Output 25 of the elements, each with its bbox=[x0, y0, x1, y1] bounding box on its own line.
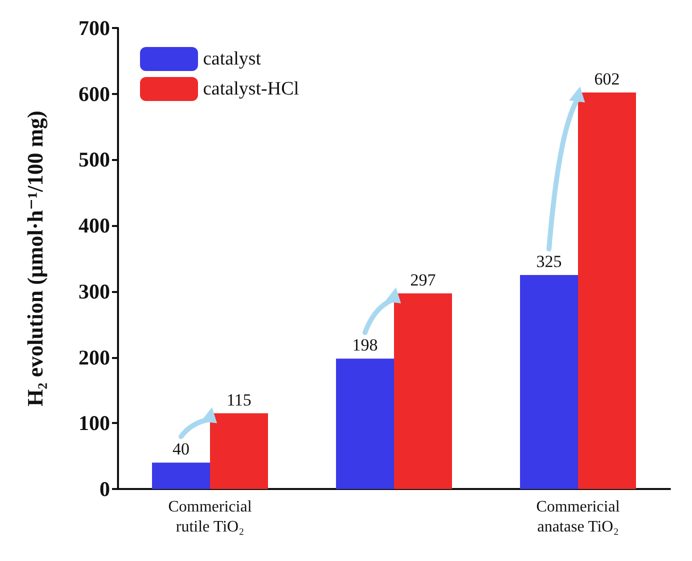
y-tick-label: 200 bbox=[78, 345, 110, 370]
y-tick-label: 300 bbox=[78, 279, 110, 304]
data-label: 297 bbox=[410, 270, 436, 290]
bar bbox=[336, 358, 394, 489]
x-tick-label: Commericial anatase TiO₂ bbox=[536, 498, 620, 536]
x-tick-label: Commericial rutile TiO₂ bbox=[168, 498, 252, 536]
bar bbox=[394, 293, 452, 489]
y-tick-label: 0 bbox=[100, 477, 110, 501]
bar bbox=[520, 274, 578, 489]
bar bbox=[152, 462, 210, 489]
y-tick-label: 100 bbox=[78, 411, 110, 436]
data-label: 115 bbox=[226, 390, 252, 410]
y-tick-label: 700 bbox=[78, 16, 110, 40]
legend-label: catalyst bbox=[203, 48, 262, 70]
data-label: 602 bbox=[594, 70, 620, 89]
bar bbox=[578, 92, 636, 489]
y-tick-label: 600 bbox=[78, 82, 110, 106]
data-label: 40 bbox=[172, 440, 190, 459]
data-label: 198 bbox=[352, 336, 378, 355]
legend-label: catalyst-HCl bbox=[203, 78, 300, 100]
y-axis-title: H₂ evolution (μmol·h⁻¹/100 mg) bbox=[22, 110, 48, 406]
bar bbox=[210, 413, 268, 489]
y-tick-label: 400 bbox=[78, 214, 110, 238]
data-label: 325 bbox=[536, 252, 562, 271]
y-tick-label: 500 bbox=[78, 148, 110, 172]
